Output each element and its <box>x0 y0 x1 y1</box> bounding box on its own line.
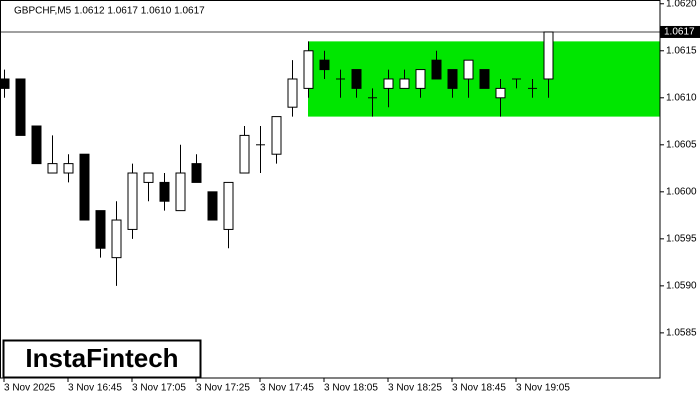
plot-frame <box>0 0 661 379</box>
candle-body <box>79 153 90 221</box>
candle-body <box>415 69 426 89</box>
candle-body <box>95 210 106 249</box>
candle-body <box>127 172 138 230</box>
x-tick-label: 3 Nov 2025 <box>4 383 56 394</box>
candle-body <box>0 78 10 89</box>
y-tick-label: 1.0585 <box>666 328 697 339</box>
candle-body <box>159 181 170 202</box>
candle-body <box>143 172 154 183</box>
candle-body <box>383 78 394 89</box>
candle-body <box>399 78 410 89</box>
candle-body <box>191 163 202 183</box>
candle-body <box>239 134 250 174</box>
logo-box <box>2 339 202 379</box>
x-tick-label: 3 Nov 18:05 <box>324 383 378 394</box>
candle-body <box>111 219 122 259</box>
x-tick-label: 3 Nov 18:25 <box>388 383 442 394</box>
candle-body <box>319 59 330 71</box>
y-tick-label: 1.0590 <box>666 280 697 291</box>
candle-body <box>207 191 218 221</box>
y-tick-label: 1.0615 <box>666 45 697 56</box>
candle-body <box>63 163 74 174</box>
x-tick-label: 3 Nov 19:05 <box>516 383 570 394</box>
candle-body <box>479 69 490 89</box>
candle-body <box>47 163 58 174</box>
candle-body <box>223 181 234 230</box>
y-tick-label: 1.0620 <box>666 0 697 9</box>
candle-body <box>31 125 42 165</box>
candle-body <box>287 78 298 108</box>
x-tick-label: 3 Nov 17:25 <box>196 383 250 394</box>
candle-body <box>447 69 458 89</box>
current-price-box <box>660 25 700 38</box>
candle-body <box>431 59 442 80</box>
x-tick-label: 3 Nov 18:45 <box>452 383 506 394</box>
candle-body <box>175 172 186 212</box>
candle-body <box>351 69 362 89</box>
candle-body <box>543 31 554 80</box>
y-tick-label: 1.0595 <box>666 233 697 244</box>
candle-body <box>495 87 506 99</box>
current-price-label: 1.0617 <box>664 27 695 38</box>
x-tick-label: 3 Nov 17:45 <box>260 383 314 394</box>
x-tick-label: 3 Nov 17:05 <box>132 383 186 394</box>
y-tick-label: 1.0610 <box>666 92 697 103</box>
y-tick-label: 1.0605 <box>666 139 697 150</box>
logo: InstaFintech <box>25 343 178 373</box>
y-tick-label: 1.0600 <box>666 186 697 197</box>
candle-body <box>15 78 26 136</box>
candle-body <box>303 50 314 89</box>
candle-body <box>463 59 474 80</box>
x-tick-label: 3 Nov 16:45 <box>68 383 122 394</box>
chart-subtitle: GBPCHF,M5 1.0612 1.0617 1.0610 1.0617 <box>14 6 205 17</box>
candle-body <box>271 116 282 155</box>
